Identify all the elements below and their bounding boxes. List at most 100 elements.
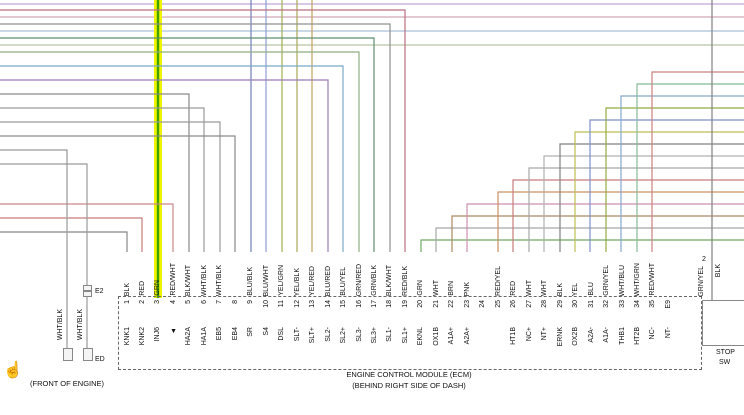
connector-ed-icon xyxy=(63,348,73,361)
pin-name: SL2+ xyxy=(340,327,348,344)
wire[interactable] xyxy=(512,179,744,252)
wire-color-label: BRN xyxy=(448,281,456,296)
pin-name: S4 xyxy=(262,327,270,336)
wire[interactable] xyxy=(620,95,744,252)
front-of-engine-caption: (FRONT OF ENGINE) xyxy=(30,379,105,388)
pin-number: 32 xyxy=(603,300,611,308)
pin-number: 22 xyxy=(448,300,456,308)
wire-color-label: WHT/BLK xyxy=(216,264,224,296)
pin-name: SLT+ xyxy=(309,327,317,344)
pin-number: 2 xyxy=(138,300,146,304)
connector-e2-icon xyxy=(83,291,92,297)
pin-number: 29 xyxy=(556,300,564,308)
pin-name: SL3+ xyxy=(371,327,379,344)
right-wire-color-label: GRN/YEL xyxy=(698,266,705,297)
left-wire-color-label: WHT/BLK xyxy=(57,308,64,340)
wire[interactable] xyxy=(605,107,744,252)
wire[interactable] xyxy=(0,135,236,252)
wire-color-label: RED/BLK xyxy=(401,266,409,296)
wire[interactable] xyxy=(0,37,375,252)
wire[interactable] xyxy=(0,65,344,252)
wire-color-label: RED/YEL xyxy=(494,266,502,296)
wire[interactable] xyxy=(0,51,360,252)
pin-name: NC+ xyxy=(525,327,533,342)
wire[interactable] xyxy=(451,215,744,252)
wire[interactable] xyxy=(543,155,744,252)
wire[interactable] xyxy=(636,83,744,252)
pin-name: NT+ xyxy=(541,327,549,341)
pin-number: 35 xyxy=(649,300,657,308)
wire-color-label: YEL/RED xyxy=(309,266,317,296)
pin-number: 10 xyxy=(262,300,270,308)
wire[interactable] xyxy=(435,227,744,252)
pin-number: E9 xyxy=(664,300,672,309)
pin-name: ERNK xyxy=(556,327,564,347)
pin-name: HT2B xyxy=(634,327,641,345)
wire-color-label: WHT xyxy=(525,280,533,296)
pin-name: SR xyxy=(247,327,255,337)
pin-name: A2A+ xyxy=(463,327,471,345)
wire-color-label: RED xyxy=(510,281,518,296)
ecm-connector-box xyxy=(118,296,702,370)
wire[interactable] xyxy=(0,93,190,252)
stop-switch-caption: STOP xyxy=(716,349,735,356)
wire[interactable] xyxy=(0,163,88,348)
pin-name: KNK2 xyxy=(138,327,146,346)
wire[interactable] xyxy=(528,167,744,252)
right-wire-color-label: BLK xyxy=(715,263,722,277)
wire-color-label: YEL xyxy=(572,282,580,296)
wire-color-label: BLU/WHT xyxy=(262,264,270,297)
pin-name: SL3- xyxy=(355,327,363,342)
pin-number: 30 xyxy=(572,300,580,308)
wire[interactable] xyxy=(0,79,329,252)
wire[interactable] xyxy=(574,131,744,252)
wire[interactable] xyxy=(0,107,205,252)
pin-number: 31 xyxy=(587,300,595,308)
pin-number: 5 xyxy=(185,300,193,304)
wire-color-label: YEL/GRN xyxy=(278,265,286,296)
wire-color-label: RED/WHT xyxy=(649,263,657,296)
wire-color-label: GRN/RED xyxy=(355,263,363,296)
pin-name: SLT- xyxy=(293,327,301,342)
pin-number: 28 xyxy=(541,300,549,308)
wire[interactable] xyxy=(0,231,128,252)
wire[interactable] xyxy=(0,203,174,252)
pin-name: A1A+ xyxy=(448,327,456,345)
wire-color-label: WHT xyxy=(541,280,549,296)
wire[interactable] xyxy=(559,143,744,252)
pin-name: INJ6 xyxy=(154,327,162,342)
pin-number: 3 xyxy=(154,300,162,304)
wire-color-label: BLU/YEL xyxy=(340,267,348,296)
pin-number: 20 xyxy=(417,300,425,308)
pin-number: 27 xyxy=(525,300,533,308)
wire[interactable] xyxy=(0,121,221,252)
wire[interactable] xyxy=(420,239,744,252)
pin-number: 18 xyxy=(386,300,394,308)
pin-name: ▲ xyxy=(169,327,177,334)
pin-name: EKNL xyxy=(417,327,425,346)
connector-ed-label: ED xyxy=(95,356,105,363)
wire-color-label: PNK xyxy=(463,281,471,296)
wire-color-label: WHT/BLK xyxy=(200,264,208,296)
left-wire-color-label: WHT/BLK xyxy=(77,308,84,340)
wire[interactable] xyxy=(497,191,744,252)
wire[interactable] xyxy=(589,119,744,252)
wire[interactable] xyxy=(0,149,68,348)
wire-color-label: YEL/BLK xyxy=(293,267,301,296)
pin-name: THB1 xyxy=(618,327,626,345)
wire[interactable] xyxy=(0,23,391,252)
wire-color-label: BLU/BLK xyxy=(247,267,255,296)
wire-color-label: WHT xyxy=(432,280,440,296)
wire[interactable] xyxy=(0,217,143,252)
pin-name: KNK1 xyxy=(123,327,131,346)
wire[interactable] xyxy=(651,71,744,252)
wire-color-label: GRN xyxy=(154,280,162,296)
wire-color-label: BLU xyxy=(587,282,595,296)
pin-number: 13 xyxy=(309,300,317,308)
pin-name: HA2A xyxy=(185,327,193,346)
wire-color-label: RED xyxy=(138,281,146,296)
wire[interactable] xyxy=(0,9,406,252)
pin-number: 1 xyxy=(123,300,131,304)
